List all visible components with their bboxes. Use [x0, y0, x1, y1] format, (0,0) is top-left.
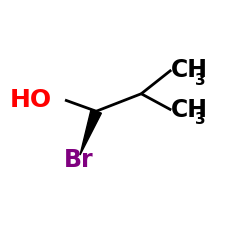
Text: 3: 3 — [195, 72, 205, 88]
Text: 3: 3 — [195, 112, 205, 128]
Text: HO: HO — [10, 88, 52, 112]
Polygon shape — [80, 109, 102, 155]
Text: CH: CH — [171, 58, 208, 82]
Text: Br: Br — [64, 148, 94, 172]
Text: CH: CH — [171, 98, 208, 122]
